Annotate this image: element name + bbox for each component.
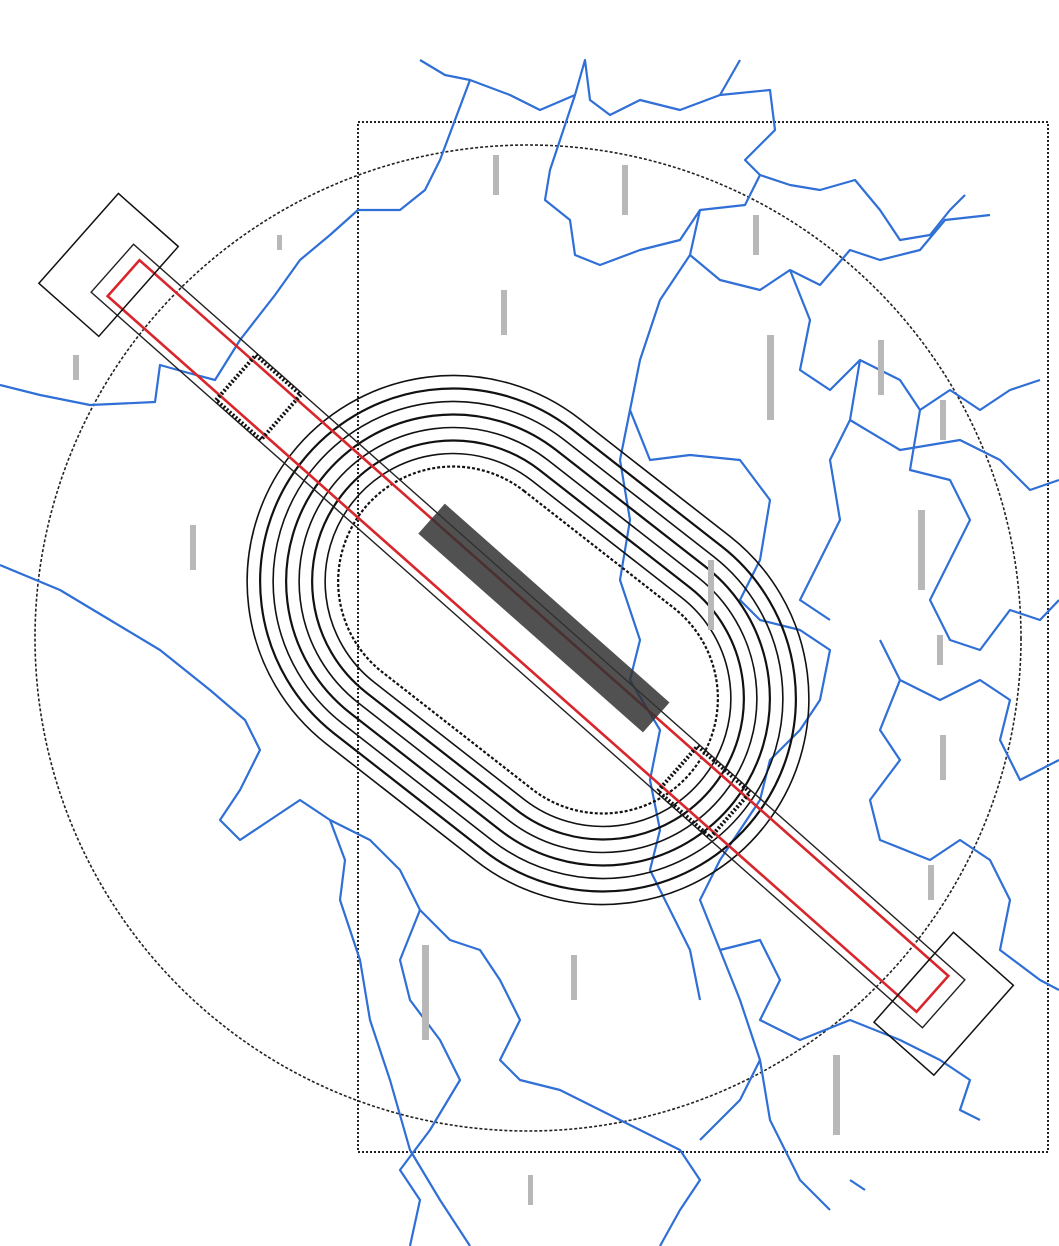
markers [73,155,946,1205]
marker [940,400,946,440]
end-structure [872,931,1015,1077]
contour [628,254,832,1211]
marker [422,945,429,1040]
marker [493,155,499,195]
marker [753,215,759,255]
track-lane [246,374,810,906]
boundary-rect [357,121,1049,1153]
marker [528,1175,533,1205]
end-structure [37,192,180,338]
track-lane [285,413,771,867]
track-lane [272,400,784,880]
marker [937,635,943,665]
marker [928,865,934,900]
contour [0,563,471,1246]
marker [878,340,884,395]
marker [918,510,925,590]
marker [940,735,946,780]
marker [277,235,282,250]
running-track [246,374,810,906]
contour [469,58,966,242]
contour [0,59,472,407]
contour [618,409,702,1001]
contour [329,819,702,1246]
marker [767,335,774,420]
boundary-circle [34,144,1022,1132]
contour-lines [0,58,1059,1246]
marker [833,1055,840,1135]
contour [699,938,981,1191]
marker [501,290,507,335]
track-lane [259,387,797,893]
marker [73,355,79,380]
track-lane [311,439,745,841]
contour [849,419,1059,991]
track-lane [298,426,758,854]
field-block [418,503,670,733]
marker [571,955,577,1000]
marker [622,165,628,215]
marker [190,525,196,570]
marker [708,560,714,630]
track-lane [337,465,719,815]
track-lane [324,452,732,828]
contour [543,94,991,292]
